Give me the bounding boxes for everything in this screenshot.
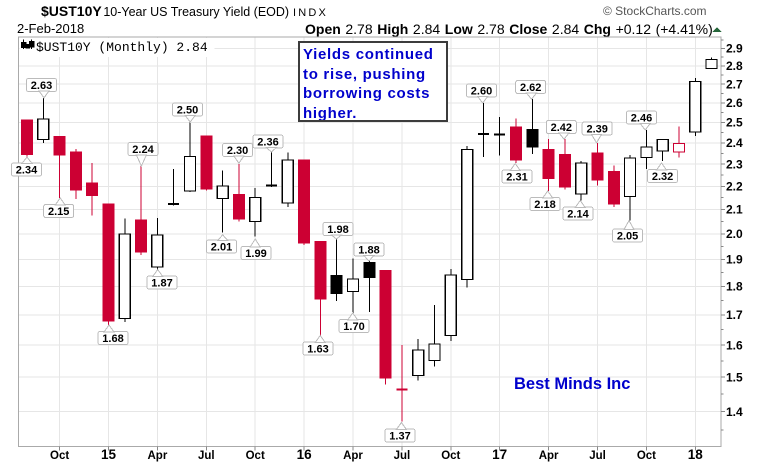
svg-text:2.05: 2.05: [617, 231, 638, 243]
svg-text:2.32: 2.32: [652, 171, 673, 183]
svg-text:Apr: Apr: [147, 450, 167, 462]
svg-text:17: 17: [492, 447, 507, 462]
svg-text:1.7: 1.7: [726, 308, 743, 322]
svg-text:1.8: 1.8: [726, 280, 743, 294]
svg-text:1.98: 1.98: [327, 224, 348, 236]
svg-text:2.1: 2.1: [726, 203, 743, 217]
svg-text:1.87: 1.87: [151, 278, 172, 290]
svg-text:Jul: Jul: [394, 450, 411, 462]
svg-text:2.7: 2.7: [726, 77, 743, 91]
svg-text:Oct: Oct: [637, 450, 656, 462]
svg-text:1.9: 1.9: [726, 253, 743, 267]
svg-text:16: 16: [297, 447, 313, 462]
svg-text:18: 18: [688, 447, 704, 462]
svg-text:Jul: Jul: [198, 450, 215, 462]
svg-text:2.2: 2.2: [726, 180, 743, 194]
svg-text:2.0: 2.0: [726, 227, 743, 241]
svg-text:1.63: 1.63: [307, 344, 328, 356]
svg-text:2.14: 2.14: [567, 209, 589, 221]
svg-text:2.4: 2.4: [726, 136, 743, 150]
svg-text:1.6: 1.6: [726, 338, 743, 352]
svg-text:2.62: 2.62: [520, 82, 541, 94]
svg-text:1.88: 1.88: [358, 245, 379, 257]
svg-text:2.42: 2.42: [551, 122, 572, 134]
svg-text:2.5: 2.5: [726, 116, 743, 130]
svg-text:15: 15: [101, 447, 117, 462]
svg-text:2.50: 2.50: [177, 105, 198, 117]
svg-text:2.31: 2.31: [506, 172, 527, 184]
svg-text:1.99: 1.99: [245, 248, 266, 260]
svg-text:1.37: 1.37: [389, 431, 410, 443]
svg-text:1.5: 1.5: [726, 370, 743, 384]
svg-text:Apr: Apr: [343, 450, 363, 462]
svg-text:1.70: 1.70: [343, 321, 364, 333]
svg-text:2.24: 2.24: [132, 144, 154, 156]
svg-text:2.46: 2.46: [631, 113, 652, 125]
svg-text:Jul: Jul: [589, 450, 606, 462]
svg-text:2.63: 2.63: [31, 80, 52, 92]
svg-text:2.6: 2.6: [726, 96, 743, 110]
svg-text:2.8: 2.8: [726, 59, 743, 73]
svg-text:2.01: 2.01: [211, 242, 232, 254]
svg-text:2.39: 2.39: [586, 124, 607, 136]
svg-text:Apr: Apr: [539, 450, 559, 462]
svg-text:2.3: 2.3: [726, 157, 743, 171]
svg-text:2.30: 2.30: [227, 145, 248, 157]
svg-text:Oct: Oct: [246, 450, 265, 462]
svg-text:2.60: 2.60: [471, 86, 492, 98]
svg-text:2.36: 2.36: [257, 137, 278, 149]
svg-text:2.18: 2.18: [534, 199, 555, 211]
svg-text:2.34: 2.34: [16, 165, 38, 177]
svg-text:Oct: Oct: [50, 450, 69, 462]
svg-text:2.15: 2.15: [48, 206, 69, 218]
svg-text:1.4: 1.4: [726, 405, 743, 419]
svg-text:2.9: 2.9: [726, 42, 743, 56]
svg-text:Oct: Oct: [441, 450, 460, 462]
svg-text:1.68: 1.68: [102, 333, 123, 345]
